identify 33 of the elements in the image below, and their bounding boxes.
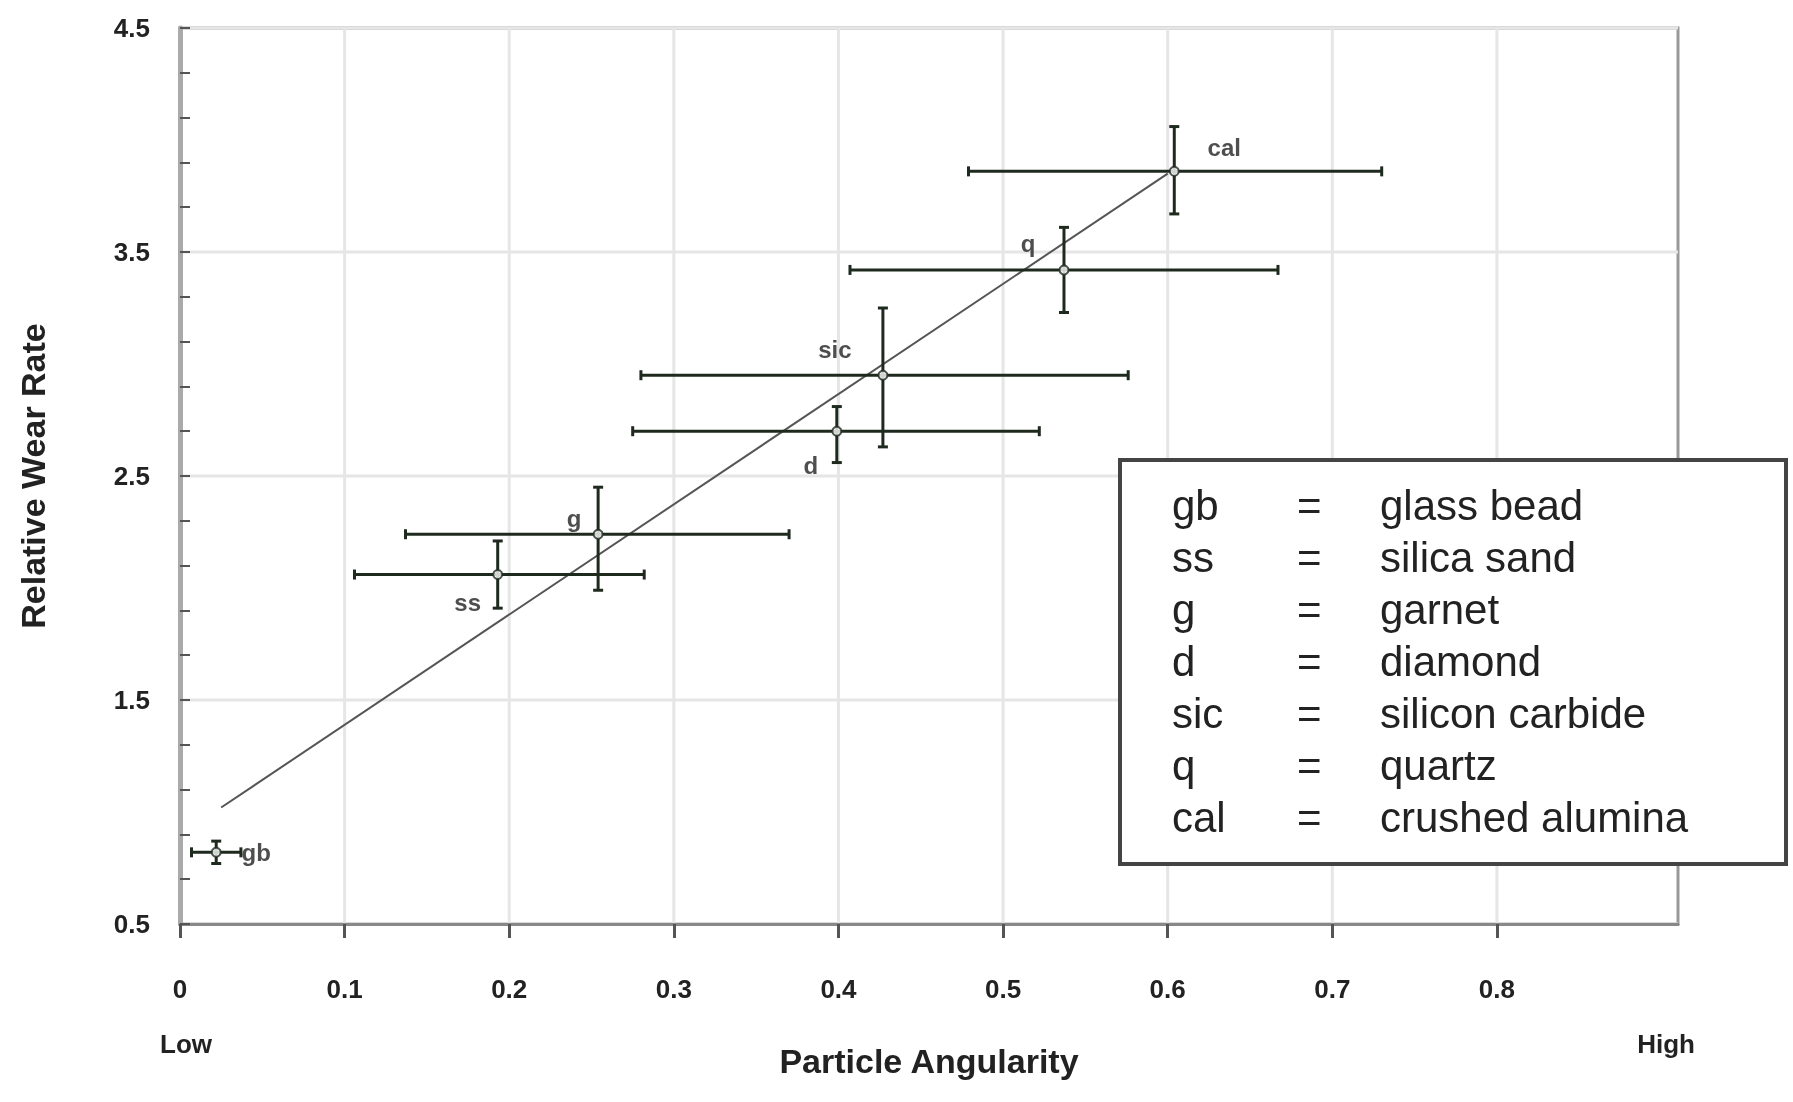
point [1168,165,1180,177]
data-label: gb [241,838,271,866]
x-tick-label: 0.4 [820,974,858,1004]
y-tick-label: 0.5 [113,909,150,939]
y-tick-label: 3.5 [113,237,150,267]
x-tick-label: 0 [172,974,188,1004]
x-tick-label: 0.5 [985,974,1022,1004]
text: High [1637,1029,1695,1059]
y-tick-label: 2.5 [113,461,150,491]
data-label: sic [818,335,852,363]
x-tick-label: 0.3 [655,974,692,1004]
point [592,528,604,540]
x-axis-title: Particle Angularity [779,1042,1079,1080]
y-tick-label: 1.5 [113,685,150,715]
x-tick-label: 0.7 [1314,974,1351,1004]
point [831,425,843,437]
x-tick-label: 0.1 [326,974,363,1004]
x-tick-label: 0.8 [1478,974,1515,1004]
point [492,569,504,581]
data-label: g [566,504,582,532]
x-tick-label: 0.6 [1149,974,1186,1004]
text: Low [160,1029,213,1059]
data-label: q [1020,230,1036,258]
point [877,369,889,381]
key-box: gb = glass bead ss = silica sand g = garnet d = diamond sic = silicon carbide q = quartz cal = crushed alumina [1118,458,1788,866]
x-tick-label: 0.2 [491,974,528,1004]
y-axis-title: Relative Wear Rate [14,323,52,629]
point [1058,264,1070,276]
data-label: ss [454,589,482,617]
y-tick-label: 4.5 [113,13,150,43]
point [210,846,222,858]
data-label: cal [1207,133,1241,161]
data-label: d [803,451,819,479]
